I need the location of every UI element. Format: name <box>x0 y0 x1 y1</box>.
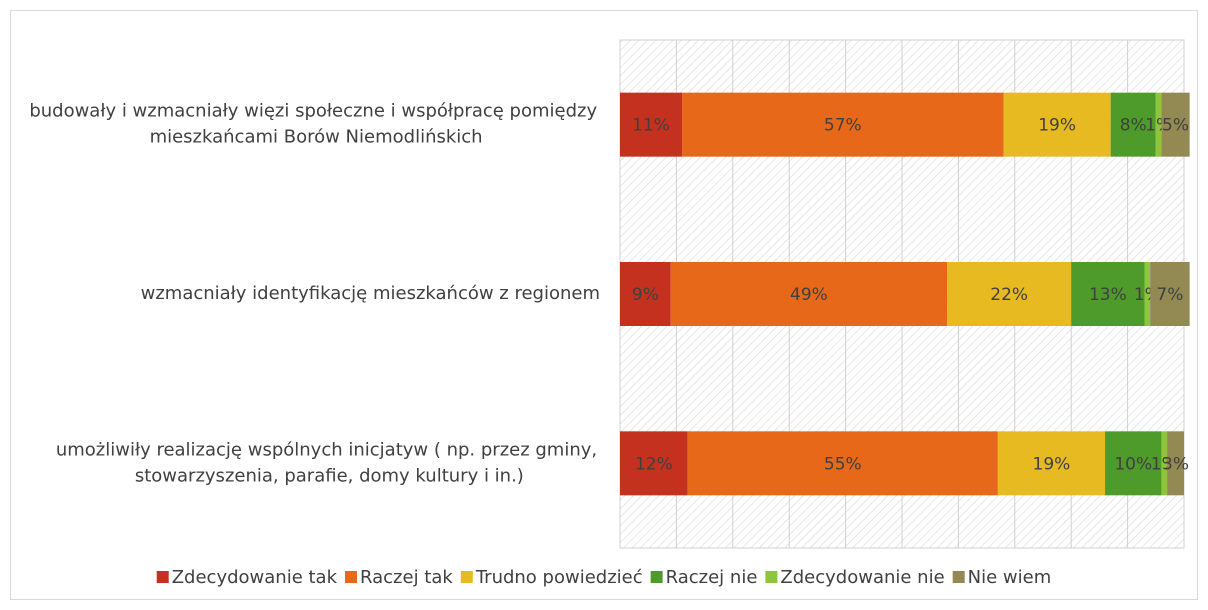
data-label: 55% <box>824 454 862 474</box>
legend-swatch <box>345 571 358 583</box>
category-label: budowały i wzmacniały więzi społeczne i … <box>29 101 603 148</box>
data-label: 5% <box>1162 116 1189 136</box>
category-label: wzmacniały identyfikację mieszkańców z r… <box>141 283 600 304</box>
bar-segment <box>1071 262 1145 326</box>
data-label: 9% <box>632 285 659 305</box>
legend-label: Nie wiem <box>968 567 1052 588</box>
bar-segment <box>1150 262 1190 326</box>
bar-segment <box>670 262 948 326</box>
bar-segment <box>1003 92 1111 157</box>
category-label: umożliwiły realizację wspólnych inicjaty… <box>56 439 603 486</box>
legend-swatch <box>650 571 663 583</box>
data-label: 49% <box>790 285 828 305</box>
bar-segment <box>1167 431 1184 496</box>
legend-label: Raczej nie <box>666 567 758 588</box>
data-label: 8% <box>1120 116 1147 136</box>
data-label: 12% <box>635 454 673 474</box>
bar-segment <box>620 92 683 157</box>
bar-segment <box>620 431 688 496</box>
bar-segment <box>997 431 1106 496</box>
data-label: 3% <box>1162 454 1189 474</box>
data-label: 11% <box>632 116 670 136</box>
legend-swatch <box>952 571 965 583</box>
bar-segment <box>620 262 671 326</box>
data-label: 7% <box>1156 285 1183 305</box>
legend-label: Zdecydowanie nie <box>780 567 944 588</box>
legend-swatch <box>460 571 473 583</box>
legend-label: Zdecydowanie tak <box>172 567 338 588</box>
data-label: 57% <box>824 116 862 136</box>
bar-segment <box>1105 431 1162 496</box>
bar-segment <box>1161 431 1168 496</box>
legend-swatch <box>156 571 169 583</box>
legend-label: Raczej tak <box>360 567 453 588</box>
data-label: 13% <box>1089 285 1127 305</box>
data-label: 10% <box>1114 454 1152 474</box>
bar-segment <box>1155 92 1162 157</box>
bar-segment <box>1161 92 1190 157</box>
data-label: 19% <box>1033 454 1071 474</box>
data-label: 22% <box>990 285 1028 305</box>
bar-segment <box>682 92 1004 157</box>
bar-segment <box>687 431 998 496</box>
bar-segment <box>1144 262 1151 326</box>
legend-swatch <box>765 571 778 583</box>
bar-segment <box>1110 92 1156 157</box>
data-label: 19% <box>1038 116 1076 136</box>
bar-segment <box>947 262 1072 326</box>
legend-label: Trudno powiedzieć <box>475 567 643 588</box>
